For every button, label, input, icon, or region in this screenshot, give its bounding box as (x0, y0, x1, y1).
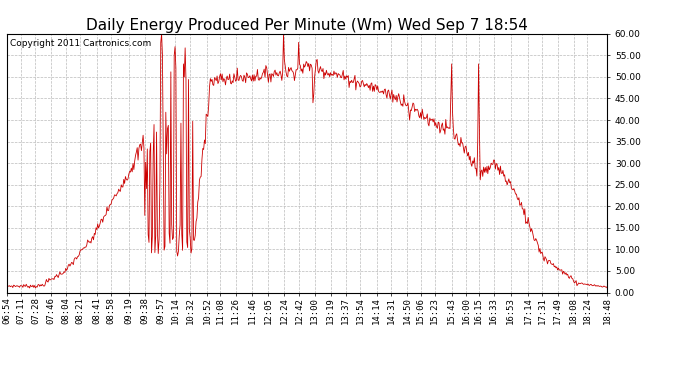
Text: Copyright 2011 Cartronics.com: Copyright 2011 Cartronics.com (10, 39, 151, 48)
Title: Daily Energy Produced Per Minute (Wm) Wed Sep 7 18:54: Daily Energy Produced Per Minute (Wm) We… (86, 18, 528, 33)
